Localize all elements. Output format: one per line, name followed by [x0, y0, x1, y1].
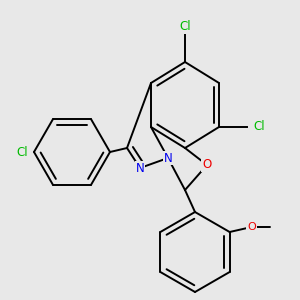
Text: O: O [202, 158, 211, 172]
Text: N: N [164, 152, 172, 164]
Text: Cl: Cl [179, 20, 191, 34]
Text: Cl: Cl [16, 146, 28, 158]
Text: N: N [136, 161, 144, 175]
Text: Cl: Cl [253, 121, 265, 134]
Text: O: O [247, 222, 256, 232]
